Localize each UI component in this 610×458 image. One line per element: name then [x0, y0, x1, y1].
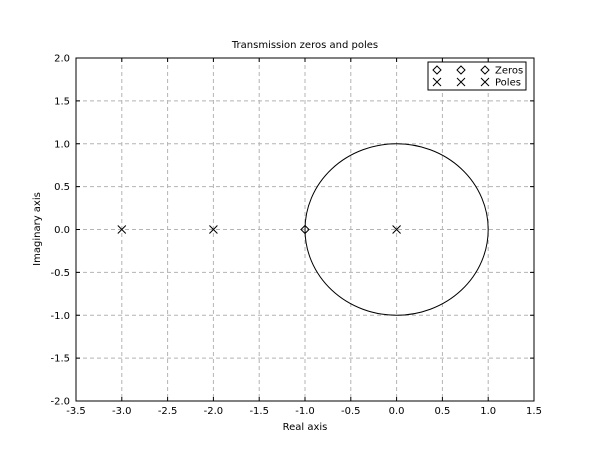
pole-point: [392, 225, 401, 234]
legend-entry-poles: Poles: [432, 77, 521, 89]
points-layer: [117, 224, 401, 235]
zero-point: [300, 224, 310, 235]
pole-point: [117, 225, 127, 234]
legend-marker: [480, 65, 490, 75]
legend-entry-zeros: Zeros: [432, 65, 523, 77]
x-tick-label: -0.5: [341, 406, 361, 417]
legend-marker: [432, 77, 442, 87]
y-tick-label: -2.0: [50, 397, 70, 408]
y-tick-label: 1.5: [54, 96, 70, 107]
legend-box: [427, 61, 527, 91]
y-tick-label: 1.0: [54, 139, 70, 150]
y-tick-label: 0.0: [54, 225, 70, 236]
pole-point: [209, 225, 218, 234]
legend-marker: [456, 77, 466, 87]
x-tick-label: 1.5: [526, 406, 542, 417]
x-tick-label: -2.0: [204, 406, 224, 417]
x-tick-label: 1.0: [480, 406, 496, 417]
x-tick-label: -1.0: [295, 406, 315, 417]
legend-label: Poles: [495, 78, 521, 89]
x-tick-label: 0.0: [389, 406, 405, 417]
legend-marker: [480, 77, 490, 87]
x-tick-label: -2.5: [158, 406, 178, 417]
chart-title: Transmission zeros and poles: [231, 40, 378, 51]
y-tick-label: -1.5: [50, 354, 70, 365]
y-tick-label: 2.0: [54, 54, 70, 65]
x-tick-label: 0.5: [434, 406, 450, 417]
y-axis-title: Imaginary axis: [32, 192, 43, 266]
unit-circle: [304, 143, 489, 316]
legend: Zeros Poles: [427, 61, 527, 91]
legend-marker: [456, 65, 466, 75]
y-tick-label: 0.5: [54, 182, 70, 193]
ticks-layer: -3.5 -3.0 -2.5 -2.0 -1.5 -1.0 -0.5 0.0 0.5 1.0 1.5…: [50, 54, 541, 418]
legend-label: Zeros: [495, 66, 523, 77]
x-tick-label: -1.5: [249, 406, 269, 417]
unit-circle-layer: [304, 143, 489, 316]
x-axis-title: Real axis: [283, 422, 328, 433]
y-tick-label: -0.5: [50, 268, 70, 279]
legend-marker: [432, 65, 442, 75]
x-tick-label: -3.5: [66, 406, 86, 417]
y-tick-label: -1.0: [50, 311, 70, 322]
x-tick-label: -3.0: [112, 406, 132, 417]
